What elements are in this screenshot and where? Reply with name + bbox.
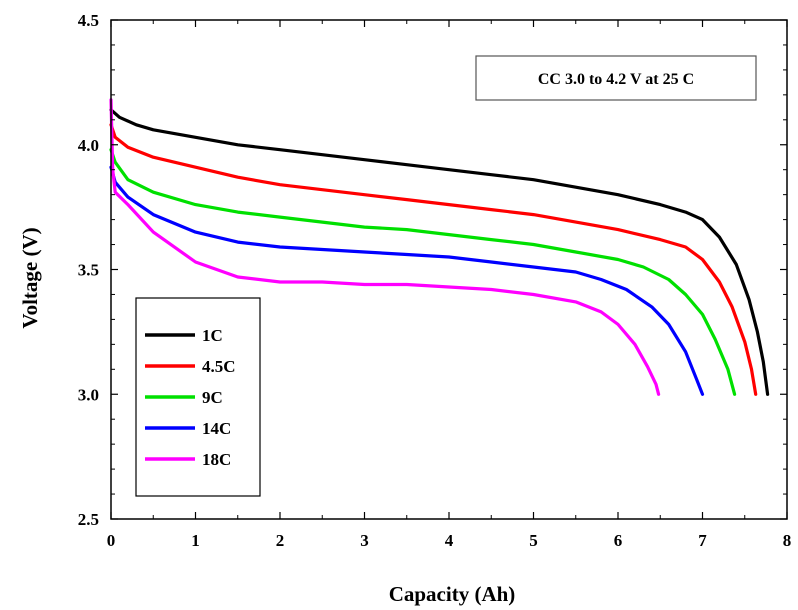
legend: 1C 4.5C 9C 14C 18C [135, 297, 261, 497]
series-line-9c [109, 148, 737, 396]
x-tick-label: 5 [529, 531, 538, 550]
series-line-14c [109, 165, 705, 396]
y-axis-title: Voltage (V) [18, 227, 42, 328]
y-tick-label: 4.5 [78, 11, 99, 30]
x-axis-title: Capacity (Ah) [389, 582, 516, 606]
x-tick-label: 7 [698, 531, 707, 550]
annotation-text: CC 3.0 to 4.2 V at 25 C [538, 71, 694, 88]
legend-label: 18C [202, 450, 231, 469]
x-tick-label: 8 [783, 531, 792, 550]
series-layer [109, 98, 770, 396]
series-line-18c [109, 98, 661, 396]
legend-label: 4.5C [202, 357, 236, 376]
legend-label: 14C [202, 419, 231, 438]
legend-label: 9C [202, 388, 223, 407]
x-tick-label: 4 [445, 531, 454, 550]
annotation-box: CC 3.0 to 4.2 V at 25 C [475, 55, 757, 101]
y-tick-label: 3.0 [78, 385, 99, 404]
x-tick-label: 3 [360, 531, 369, 550]
y-tick-label: 4.0 [78, 136, 99, 155]
x-tick-label: 6 [614, 531, 623, 550]
series-line-4-5c [109, 123, 758, 396]
y-tick-label: 3.5 [78, 261, 99, 280]
y-tick-label: 2.5 [78, 510, 99, 529]
x-tick-label: 2 [276, 531, 285, 550]
x-tick-label: 0 [107, 531, 116, 550]
legend-label: 1C [202, 326, 223, 345]
series-line-1c [109, 108, 770, 396]
x-tick-label: 1 [191, 531, 200, 550]
ticks-layer: 0 1 2 3 4 5 6 7 8 2.5 3.0 3.5 4.0 4.5 [78, 11, 792, 550]
